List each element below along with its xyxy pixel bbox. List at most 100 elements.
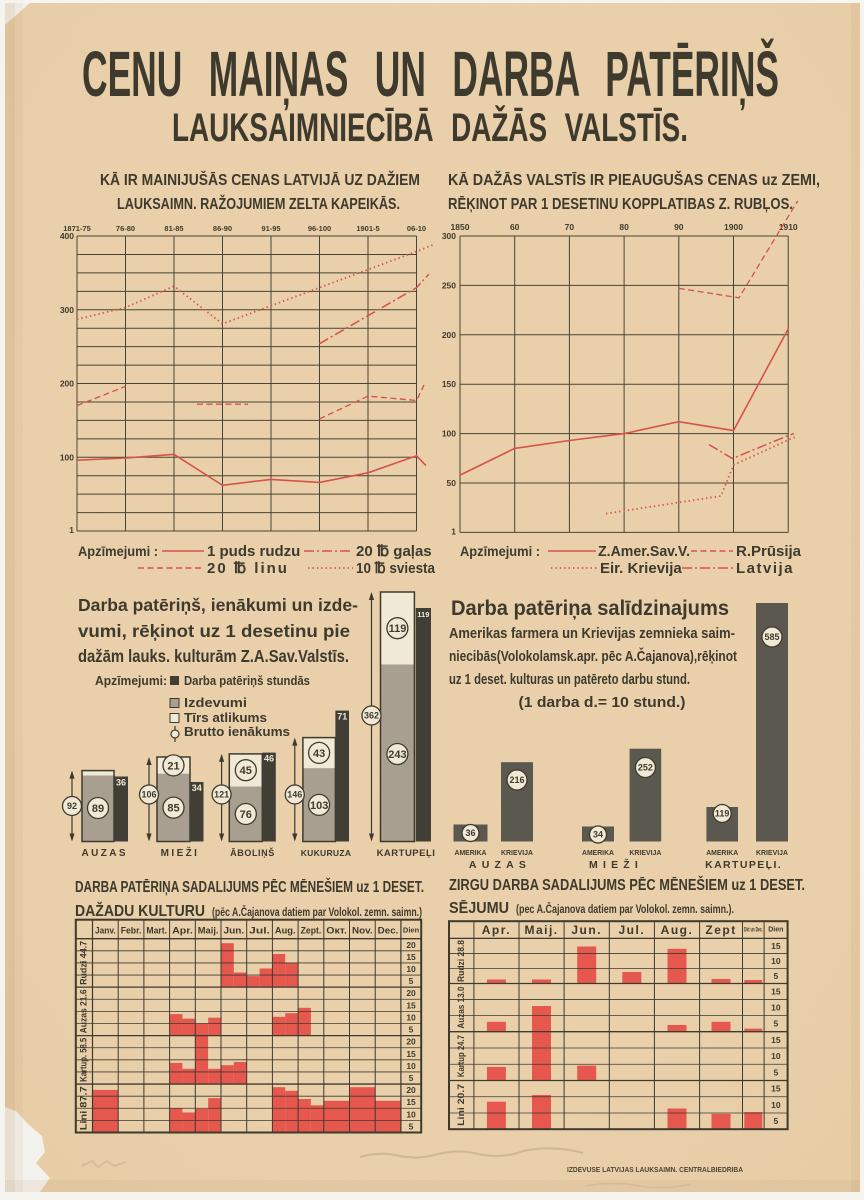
svg-text:250: 250: [442, 280, 456, 290]
svg-text:10: 10: [771, 1003, 781, 1013]
svg-text:70: 70: [565, 222, 575, 232]
svg-text:146: 146: [287, 790, 302, 800]
svg-text:RĒĶINOT PAR 1 DESETINU KOPPLAT: RĒĶINOT PAR 1 DESETINU KOPPLATIBAS Z. RU…: [448, 194, 793, 213]
svg-text:76-80: 76-80: [116, 224, 135, 233]
svg-text:KUKURUZA: KUKURUZA: [301, 848, 352, 858]
svg-text:585: 585: [764, 632, 779, 642]
svg-text:Lini 87.7: Lini 87.7: [79, 1086, 89, 1130]
svg-text:KĀ IR MAINIJUŠĀS CENAS LATVIJĀ: KĀ IR MAINIJUŠĀS CENAS LATVIJĀ UZ DAŽIEM: [100, 170, 420, 189]
svg-text:KARTUPEĻI.: KARTUPEĻI.: [705, 859, 782, 871]
svg-text:119: 119: [417, 610, 429, 619]
svg-text:92: 92: [67, 801, 77, 811]
svg-text:Rudzi 28.8: Rudzi 28.8: [456, 940, 466, 982]
svg-text:KRIEVIJA: KRIEVIJA: [629, 850, 661, 857]
svg-text:5: 5: [773, 1019, 778, 1029]
svg-text:20: 20: [406, 940, 416, 950]
svg-text:71: 71: [337, 712, 347, 722]
svg-text:34: 34: [593, 830, 603, 840]
svg-text:Maij.: Maij.: [524, 923, 558, 937]
svg-text:Latvija: Latvija: [736, 560, 794, 577]
svg-text:20: 20: [406, 1085, 416, 1095]
svg-text:dažām lauks. kulturām Z.A.Sav.: dažām lauks. kulturām Z.A.Sav.Valstīs.: [78, 646, 349, 666]
svg-text:76: 76: [240, 809, 252, 821]
svg-text:Febr.: Febr.: [121, 926, 142, 937]
svg-text:Jul.: Jul.: [249, 926, 270, 937]
svg-text:96-100: 96-100: [308, 224, 331, 233]
svg-text:10 ℔ sviesta: 10 ℔ sviesta: [356, 560, 436, 577]
svg-text:43: 43: [313, 748, 325, 760]
svg-text:DAŽADU KULTURU: DAŽADU KULTURU: [75, 902, 205, 920]
svg-text:85: 85: [167, 803, 179, 815]
svg-text:91-95: 91-95: [261, 224, 280, 233]
svg-text:Dien: Dien: [768, 927, 783, 934]
svg-text:ZIRGU DARBA SADALIJUMS PĒC MĒN: ZIRGU DARBA SADALIJUMS PĒC MĒNEŠIEM uz 1…: [449, 876, 805, 894]
svg-text:AUZAS: AUZAS: [469, 859, 531, 871]
svg-text:Окт.: Окт.: [326, 926, 347, 937]
svg-text:Apzīmejumi :: Apzīmejumi :: [460, 543, 540, 559]
svg-text:20: 20: [406, 1037, 416, 1047]
svg-text:(pec A.Čajanova datiem par Vol: (pec A.Čajanova datiem par Volokol. zemn…: [516, 901, 734, 916]
svg-text:21: 21: [167, 760, 179, 772]
svg-text:Amerikas farmera un Krievijas: Amerikas farmera un Krievijas zemnieka s…: [449, 625, 735, 642]
svg-text:1910: 1910: [779, 222, 798, 232]
svg-text:10: 10: [771, 1100, 781, 1110]
svg-text:Brutto ienākums: Brutto ienākums: [184, 725, 290, 739]
svg-text:Darba patēriņš, ienākumi un iz: Darba patēriņš, ienākumi un izde-: [78, 595, 358, 615]
svg-text:45: 45: [240, 765, 252, 777]
svg-text:R.Prūsija: R.Prūsija: [736, 543, 802, 560]
svg-text:100: 100: [442, 429, 456, 439]
svg-text:10: 10: [406, 1012, 416, 1022]
svg-text:20: 20: [406, 988, 416, 998]
svg-text:06-10: 06-10: [407, 224, 426, 233]
svg-text:ĀBOLIŅŠ: ĀBOLIŅŠ: [230, 847, 275, 858]
svg-text:10: 10: [406, 1061, 416, 1071]
svg-text:15: 15: [771, 1084, 781, 1094]
svg-text:15: 15: [406, 1000, 416, 1010]
svg-text:CENU MAIŅAS UN DARBA PATĒRIŅŠ: CENU MAIŅAS UN DARBA PATĒRIŅŠ: [82, 37, 779, 111]
svg-text:200: 200: [60, 379, 74, 389]
svg-text:86-90: 86-90: [213, 224, 232, 233]
svg-text:15: 15: [406, 1097, 416, 1107]
svg-text:1 puds rudzu: 1 puds rudzu: [207, 543, 300, 560]
svg-text:10: 10: [771, 956, 781, 966]
svg-text:300: 300: [442, 231, 456, 241]
svg-text:10: 10: [771, 1051, 781, 1061]
svg-text:Auzas 21.6: Auzas 21.6: [79, 989, 89, 1033]
svg-text:Kartup. 58.5: Kartup. 58.5: [79, 1038, 89, 1082]
svg-text:1: 1: [69, 525, 74, 535]
svg-text:5: 5: [773, 971, 778, 981]
svg-text:34: 34: [192, 783, 202, 793]
svg-text:1871-75: 1871-75: [63, 224, 91, 233]
svg-text:Auzas 13.0: Auzas 13.0: [456, 987, 466, 1029]
svg-text:150: 150: [442, 379, 456, 389]
svg-text:80: 80: [619, 222, 629, 232]
svg-text:Apr.: Apr.: [482, 923, 511, 937]
svg-text:Zept.: Zept.: [301, 926, 322, 937]
svg-text:15: 15: [406, 1049, 416, 1059]
svg-text:Dien: Dien: [403, 926, 420, 935]
svg-text:5: 5: [409, 1121, 414, 1131]
svg-text:(1 darba d.= 10 stund.): (1 darba d.= 10 stund.): [519, 694, 686, 711]
svg-text:1850: 1850: [451, 222, 470, 232]
svg-text:Maij.: Maij.: [198, 926, 219, 937]
svg-text:119: 119: [389, 623, 407, 635]
svg-text:121: 121: [214, 790, 229, 800]
svg-text:Janv.: Janv.: [95, 926, 116, 937]
svg-text:MIEŽI: MIEŽI: [161, 846, 200, 859]
svg-text:15: 15: [771, 941, 781, 951]
svg-text:252: 252: [638, 763, 653, 773]
svg-text:5: 5: [773, 1116, 778, 1126]
svg-text:103: 103: [310, 800, 328, 812]
svg-text:AMERIKA: AMERIKA: [582, 850, 614, 857]
svg-text:10: 10: [406, 1109, 416, 1119]
svg-text:46: 46: [264, 754, 274, 764]
svg-text:Aug.: Aug.: [275, 926, 296, 937]
svg-text:Okt un Dec.: Okt un Dec.: [744, 928, 763, 934]
svg-text:10: 10: [406, 964, 416, 974]
svg-text:Rudzi 44.7: Rudzi 44.7: [79, 941, 89, 985]
svg-text:400: 400: [60, 231, 74, 241]
svg-text:AMERIKA: AMERIKA: [455, 850, 487, 857]
svg-text:DARBA PATĒRIŅA SADALIJUMS PĒC: DARBA PATĒRIŅA SADALIJUMS PĒC MĒNEŠIEM u…: [75, 878, 424, 896]
svg-text:Jun.: Jun.: [224, 926, 245, 937]
svg-text:Darba patēriņa salīdzinajums: Darba patēriņa salīdzinajums: [451, 597, 729, 620]
